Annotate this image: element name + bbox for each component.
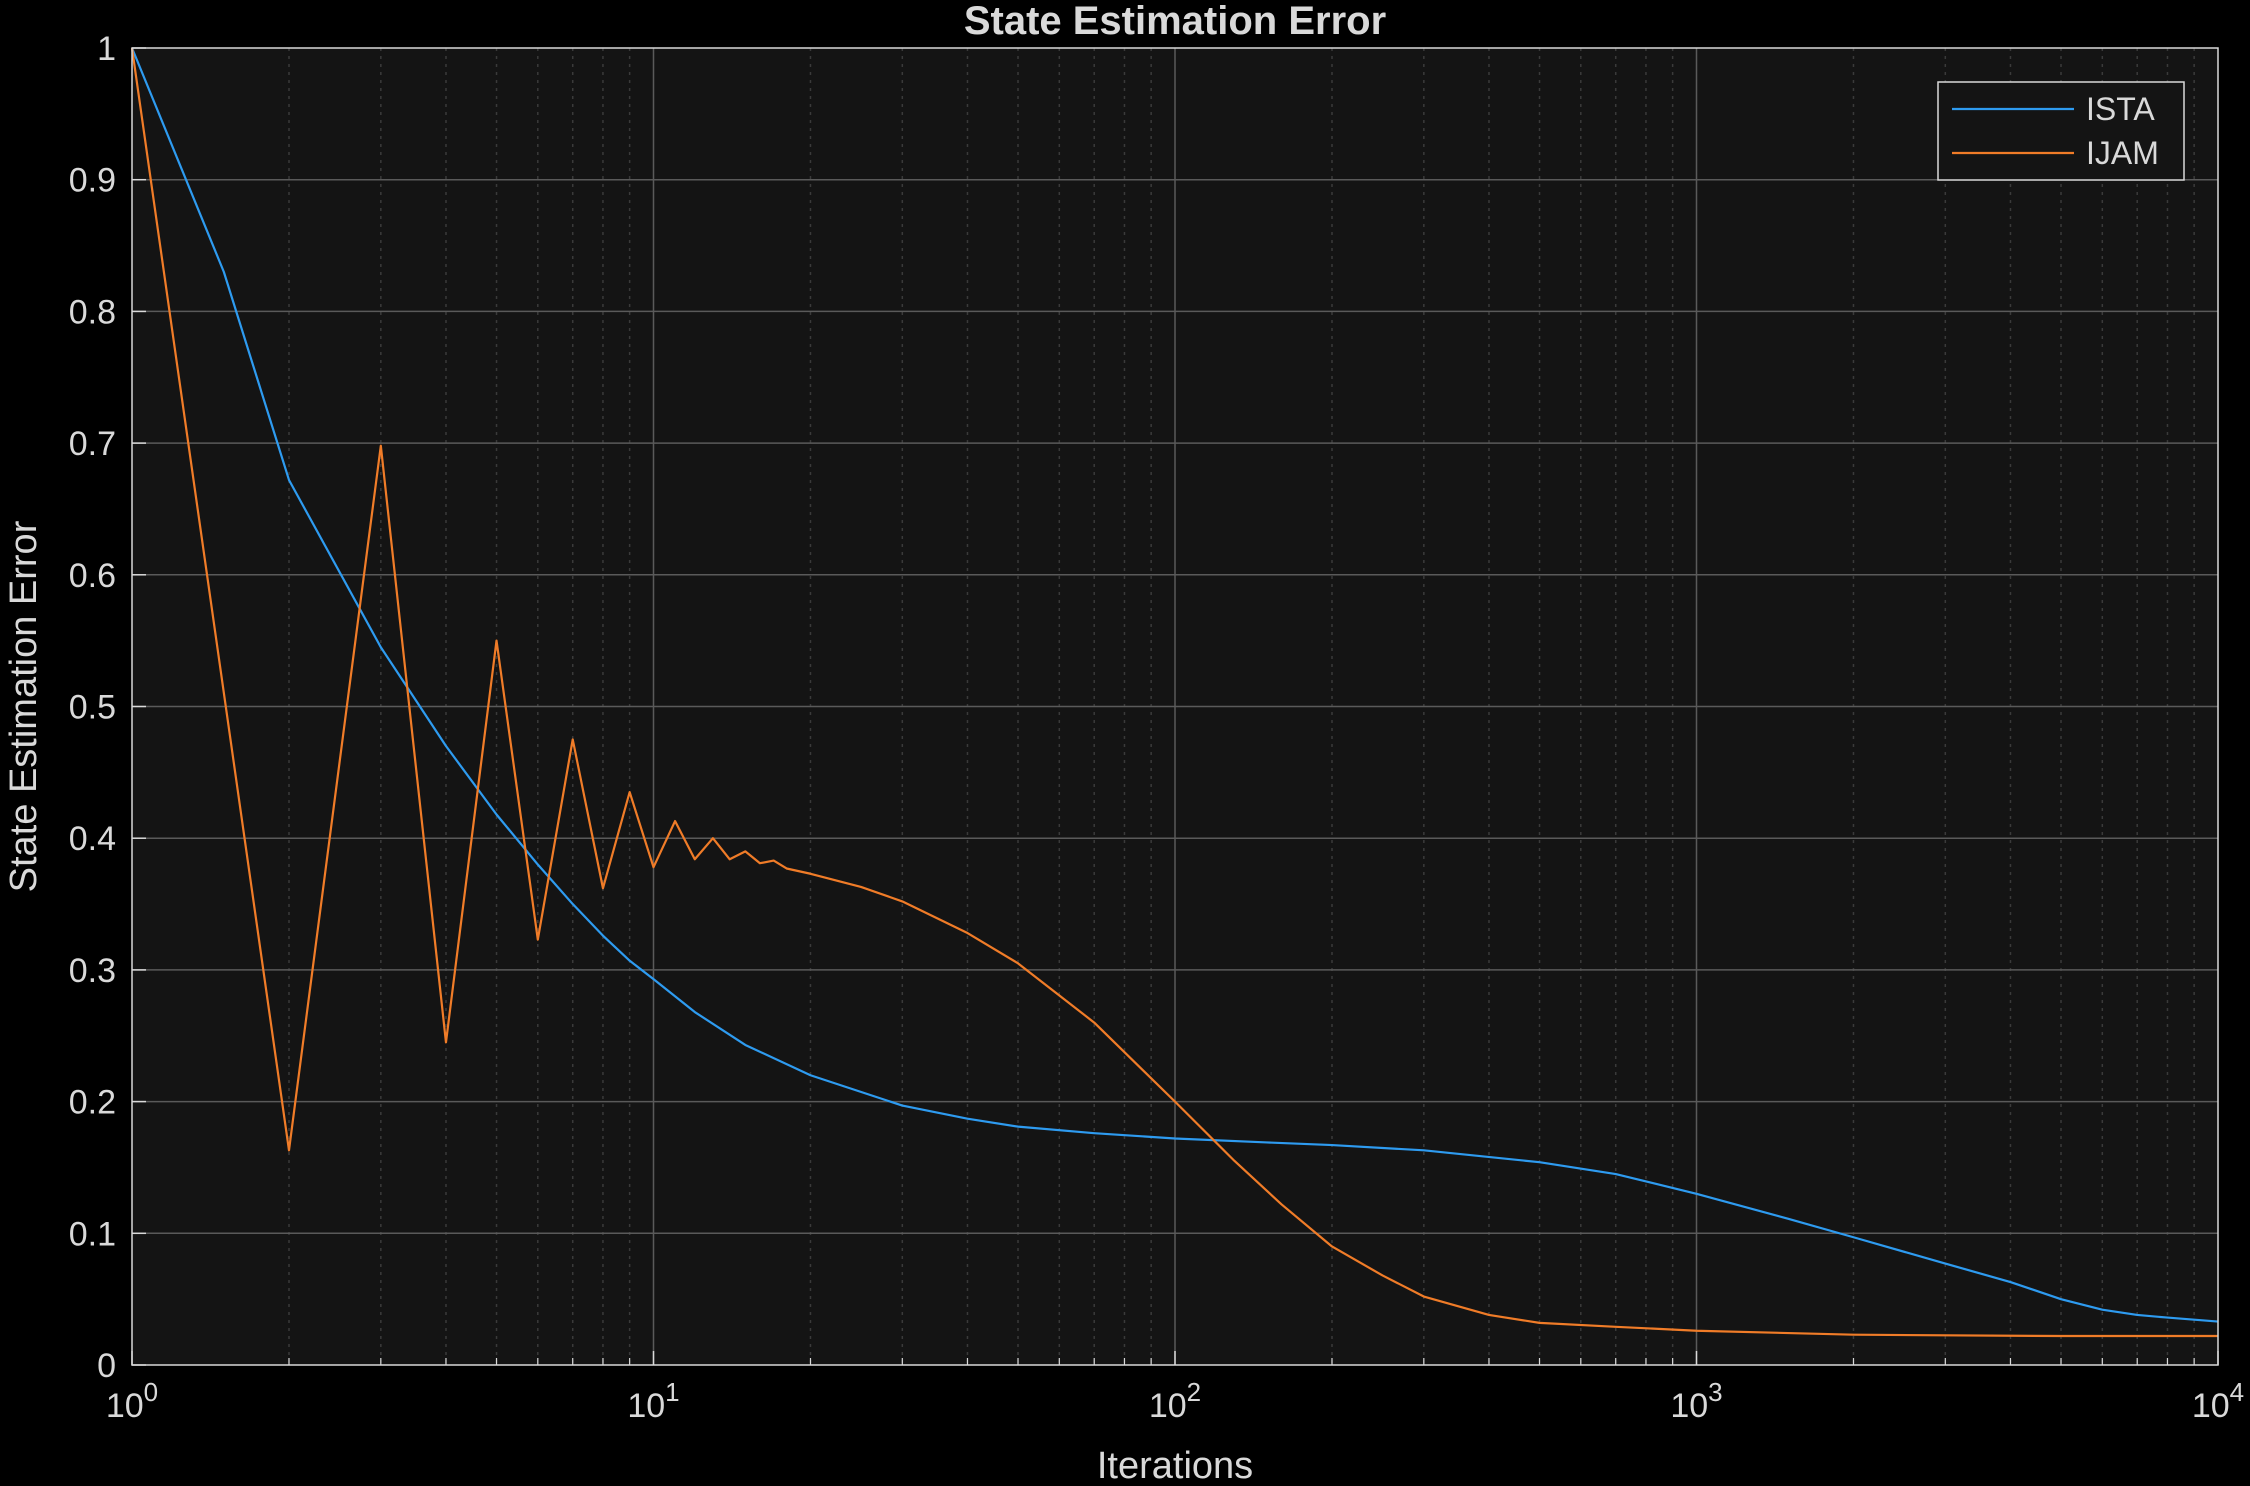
y-tick-label: 0.6 [69, 557, 116, 595]
tick-labels: 100 101 102 103 104 0 0.1 0.2 0.3 0.4 0.5 0.6 0.7 0.8… [69, 30, 2244, 1425]
series-line-ista [130, 47, 2219, 1323]
chart-title: State Estimation Error [964, 0, 1386, 43]
y-tick-label: 0.5 [69, 689, 116, 727]
y-tick-label: 0 [97, 1347, 116, 1385]
legend-entry-ista: ISTA [2086, 91, 2155, 127]
y-tick-label: 0.4 [69, 820, 116, 858]
series-layer [130, 47, 2219, 1338]
x-axis-label: Iterations [1097, 1445, 1253, 1486]
y-tick-label: 0.7 [69, 425, 116, 463]
legend-entry-ijam: IJAM [2086, 135, 2159, 171]
x-tick-label: 100 [106, 1377, 158, 1425]
x-tick-label: 101 [627, 1377, 679, 1425]
x-tick-label: 103 [1670, 1377, 1722, 1425]
x-tick-label: 102 [1149, 1377, 1201, 1425]
y-tick-label: 0.2 [69, 1084, 116, 1122]
y-tick-label: 0.8 [69, 293, 116, 331]
y-tick-label: 1 [97, 30, 116, 68]
legend: ISTA IJAM [1937, 81, 2185, 181]
y-tick-label: 0.3 [69, 952, 116, 990]
x-tick-label: 104 [2192, 1377, 2244, 1425]
legend-box [1937, 81, 2185, 181]
y-tick-label: 0.1 [69, 1215, 116, 1253]
series-line-ijam [130, 47, 2218, 1338]
y-axis-label: State Estimation Error [3, 520, 45, 892]
y-tick-label: 0.9 [69, 162, 116, 200]
